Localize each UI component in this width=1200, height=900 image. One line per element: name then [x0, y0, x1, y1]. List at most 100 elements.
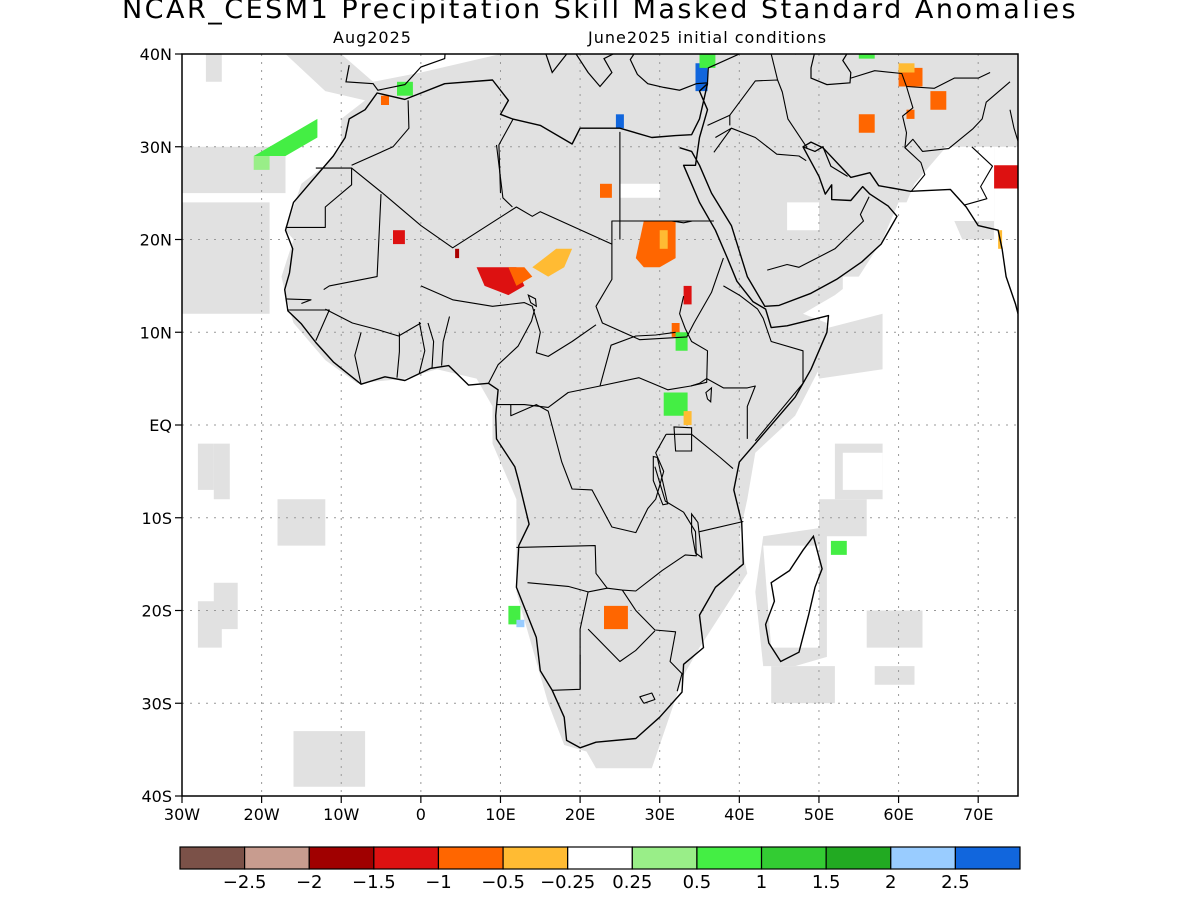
lat-tick-label: 30N	[140, 138, 172, 157]
anomaly-india-north	[994, 165, 1018, 189]
anomaly-chad-east	[508, 267, 533, 286]
colorbar-swatch	[308, 846, 375, 870]
no-skill-region	[237, 72, 294, 101]
country-border	[639, 692, 656, 704]
country-border	[516, 545, 608, 589]
no-skill-region	[763, 545, 819, 648]
anomaly-libya	[600, 183, 612, 198]
country-border	[354, 332, 362, 385]
colorbar-swatch	[437, 846, 504, 870]
country-border	[770, 54, 779, 81]
country-border	[1009, 109, 1018, 142]
colorbar-label: −1.5	[352, 872, 396, 893]
colorbar-swatch	[825, 846, 892, 870]
lon-tick-label: 0	[416, 805, 426, 824]
valid-month-subtitle: Aug2025	[333, 28, 412, 47]
lake-outline	[673, 426, 693, 452]
country-border	[599, 331, 676, 387]
anomaly-morocco-coast	[253, 156, 270, 170]
country-border	[396, 333, 400, 378]
country-border	[963, 146, 994, 206]
country-border	[496, 404, 667, 534]
colorbar: −2.5 −2 −1.5 −1 −0.5 −0.25 0.25 0.5 1 1.5 2 2.5	[179, 846, 1021, 893]
anomaly-chad-yellow	[532, 248, 573, 277]
country-border	[420, 285, 597, 357]
anomaly-caspian-green	[858, 54, 875, 59]
lon-tick-label: 40E	[724, 805, 754, 824]
anomaly-iran-south	[906, 109, 915, 119]
country-border	[902, 86, 926, 192]
no-skill-region	[962, 295, 1018, 379]
country-border	[611, 220, 621, 245]
anomaly-algeria-orange	[381, 95, 389, 105]
anomaly-lake-victoria-yellow	[683, 411, 692, 425]
lon-tick-label: 50E	[804, 805, 834, 824]
country-border	[285, 298, 312, 305]
country-border	[323, 194, 382, 291]
colorbar-swatch	[631, 846, 698, 870]
country-border	[767, 196, 870, 271]
colorbar-swatch	[179, 846, 246, 870]
anomaly-iran-center	[858, 114, 875, 133]
country-border	[723, 285, 804, 442]
mask-region	[293, 731, 366, 787]
no-skill-region	[842, 276, 899, 305]
lon-tick-label: 10W	[323, 805, 359, 824]
lake-outline	[652, 455, 669, 506]
anomaly-levant-blue	[695, 63, 708, 92]
africa-coastline	[284, 79, 830, 749]
anomaly-sudan-inner	[659, 230, 668, 249]
colorbar-swatch	[954, 846, 1021, 870]
lon-tick-label: 30E	[644, 805, 674, 824]
country-border	[713, 127, 732, 153]
lon-tick-label: 20E	[565, 805, 595, 824]
map-title: NCAR_CESM1 Precipitation Skill Masked St…	[121, 0, 1079, 25]
skill-mask-layer	[182, 54, 1018, 787]
anomaly-iran-east	[930, 91, 947, 110]
country-border	[498, 118, 514, 194]
colorbar-label: 2	[885, 872, 896, 893]
lon-tick-label: 30W	[164, 805, 200, 824]
mask-region	[771, 666, 835, 704]
anomaly-iran-yellow	[898, 63, 915, 73]
mask-region	[281, 54, 1018, 755]
anomaly-morocco	[253, 118, 318, 156]
lake-outline	[705, 386, 713, 403]
mask-region	[277, 499, 326, 546]
mask-region	[197, 601, 222, 648]
mask-region	[182, 202, 270, 314]
lon-tick-label: 60E	[883, 805, 913, 824]
country-border	[488, 308, 536, 384]
anomaly-lake-victoria-green	[663, 392, 688, 416]
lon-tick-label: 70E	[963, 805, 993, 824]
mask-region	[213, 443, 230, 500]
lon-tick-label: 10E	[485, 805, 515, 824]
caspian-coastline	[795, 54, 852, 86]
mask-region	[580, 721, 668, 769]
colorbar-swatch	[373, 846, 440, 870]
europe-coastline	[345, 54, 568, 91]
country-border	[351, 100, 410, 166]
country-border	[325, 308, 422, 337]
country-border	[441, 316, 451, 366]
country-border	[671, 220, 693, 224]
anomaly-south-sudan	[683, 285, 692, 305]
mask-region	[866, 610, 923, 648]
lat-tick-label: 40S	[141, 787, 172, 806]
lat-tick-label: 20S	[141, 602, 172, 621]
country-border	[731, 127, 807, 162]
country-border	[621, 589, 684, 675]
anomaly-angola-blue	[516, 619, 525, 628]
no-skill-region	[787, 202, 819, 231]
lat-tick-label: 40N	[140, 45, 172, 64]
mask-region	[874, 666, 915, 685]
colorbar-label: −2.5	[223, 872, 267, 893]
colorbar-swatch	[244, 846, 310, 870]
colorbar-swatch	[696, 846, 763, 870]
anomaly-levant-green	[699, 54, 716, 68]
country-border	[587, 628, 656, 663]
lat-tick-label: EQ	[149, 416, 172, 435]
colorbar-swatch	[760, 846, 827, 870]
country-border	[510, 295, 709, 408]
colorbar-label: −2	[296, 872, 323, 893]
